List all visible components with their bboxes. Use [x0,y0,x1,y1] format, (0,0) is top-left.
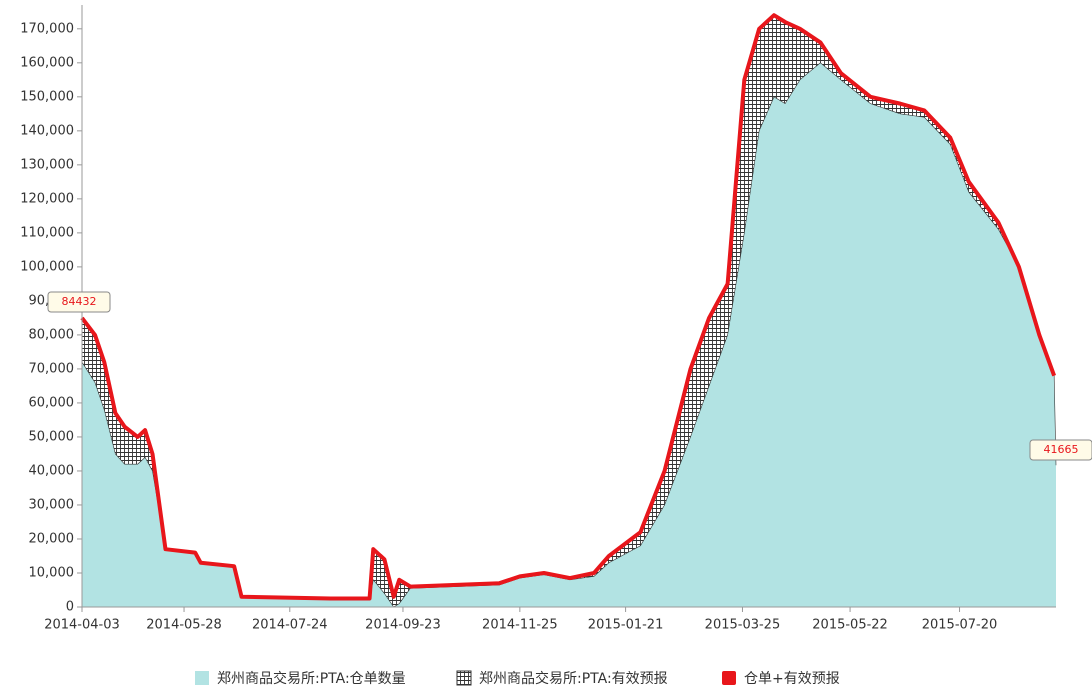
y-tick-label: 20,000 [29,531,75,546]
y-tick-label: 110,000 [20,225,74,240]
legend-swatch [456,670,472,686]
annotation-box [47,291,111,313]
y-tick-label: 80,000 [29,327,75,342]
legend-label: 郑州商品交易所:PTA:有效预报 [479,670,668,687]
y-tick-label: 0 [66,600,74,615]
y-tick-label: 140,000 [20,123,74,138]
y-tick-label: 60,000 [29,395,75,410]
y-tick-label: 160,000 [20,55,74,70]
annotation: 84432 [62,295,97,308]
y-tick-label: 170,000 [20,21,74,36]
total-line [80,13,1057,601]
y-tick-label: 150,000 [20,89,74,104]
legend-swatch [722,671,736,685]
x-tick-label: 2014-04-03 [44,618,120,633]
y-tick-label: 10,000 [29,565,75,580]
y-tick-label: 130,000 [20,157,74,172]
x-tick-label: 2015-03-25 [705,618,781,633]
x-tick-label: 2015-01-21 [588,618,664,633]
y-tick-label: 50,000 [29,429,75,444]
x-tick-label: 2014-09-23 [365,618,441,633]
y-tick-label: 120,000 [20,191,74,206]
annotation-box [1029,439,1092,461]
legend-label: 仓单+有效预报 [744,671,840,687]
legend: 郑州商品交易所:PTA:仓单数量 郑州商品交易所:PTA:有效预报 仓单+有效预报 [195,670,840,687]
x-tick-label: 2014-05-28 [146,618,222,633]
x-tick-label: 2015-05-22 [812,618,888,633]
x-tick-label: 2014-11-25 [482,618,558,633]
warehouse-area [82,62,1056,607]
y-tick-label: 40,000 [29,463,75,478]
annotation: 41665 [1044,443,1079,456]
y-tick-label: 30,000 [29,497,75,512]
legend-label: 郑州商品交易所:PTA:仓单数量 [217,670,406,687]
y-tick-label: 70,000 [29,361,75,376]
x-tick-label: 2014-07-24 [252,618,328,633]
x-tick-label: 2015-07-20 [922,618,998,633]
legend-swatch [195,671,209,685]
y-tick-label: 100,000 [20,259,74,274]
